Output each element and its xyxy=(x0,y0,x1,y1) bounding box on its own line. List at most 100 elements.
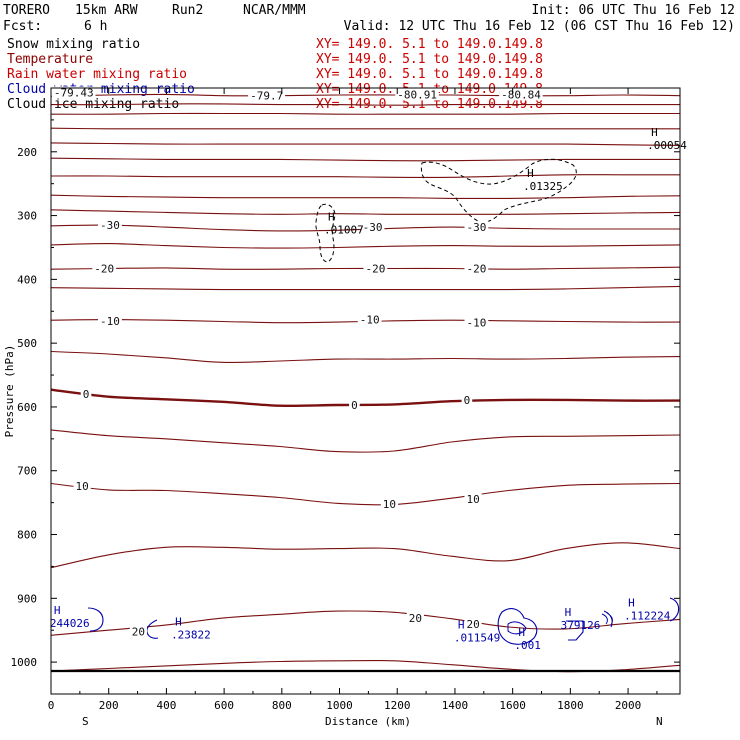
legend-field-name: Rain water mixing ratio xyxy=(7,67,187,82)
isotherm-label-bg xyxy=(464,221,489,234)
maximum-value: .23822 xyxy=(171,628,211,641)
init-time: Init: 06 UTC Thu 16 Feb 12 xyxy=(532,3,736,18)
isotherm-label: 0 xyxy=(464,394,471,407)
isotherm-label-bg xyxy=(380,497,399,510)
isotherm-label: -30 xyxy=(363,221,383,234)
south-marker: S xyxy=(82,715,89,728)
isotherm-label: -10 xyxy=(100,315,120,328)
plot-frame xyxy=(50,87,681,695)
isotherm-label-bg xyxy=(248,89,286,102)
isotherm-labels: -79.43 -79.7 -80.91 -80.84 -30 -30 -30 -20 -20 -2… xyxy=(51,86,543,638)
x-tick-label: 1600 xyxy=(499,699,526,712)
cloud-water-contour-2 xyxy=(146,619,159,639)
maximum-value: .01325 xyxy=(523,180,563,193)
isotherm-line xyxy=(50,209,681,215)
isotherm-label-bg xyxy=(464,316,489,329)
y-tick-label: 400 xyxy=(17,273,37,286)
maximum-marker: H xyxy=(651,126,658,139)
isotherm-label: -20 xyxy=(366,263,386,276)
forecast-value: 6 h xyxy=(84,19,107,34)
isotherm-label-bg xyxy=(406,612,424,625)
isotherm-label: -20 xyxy=(466,263,486,276)
isotherm-label-bg xyxy=(360,221,385,234)
model-title: TORERO xyxy=(3,3,50,18)
maximum-marker: H xyxy=(328,210,335,223)
isotherm-label: -10 xyxy=(360,314,380,327)
isotherm-label-bg xyxy=(92,262,117,275)
isotherm-label-bg xyxy=(464,262,489,275)
isotherm-line xyxy=(50,112,680,115)
isotherm-label: -80.91 xyxy=(397,88,437,101)
cloud-water-contour-7 xyxy=(669,597,680,622)
y-tick-label: 600 xyxy=(17,401,37,414)
isotherm-label: 20 xyxy=(466,618,479,631)
isotherm-label: -79.7 xyxy=(250,90,283,103)
isotherm-line xyxy=(50,388,681,408)
forecast-label: Fcst: xyxy=(3,19,42,34)
y-tick-label: 500 xyxy=(17,337,37,350)
isotherm-label-bg xyxy=(73,480,91,493)
x-axis: 0 200 400 600 800 1000 1200 1400 1600 1800 2000 xyxy=(48,88,658,712)
isotherm-label-bg xyxy=(98,314,122,327)
maximum-value: 244026 xyxy=(50,617,90,630)
isotherm-label: -80.84 xyxy=(501,88,541,101)
isotherm-label-bg xyxy=(129,625,147,638)
maximum-value: .011549 xyxy=(454,632,500,645)
isotherm-label: -10 xyxy=(466,317,486,330)
maximum-marker: H xyxy=(628,596,635,609)
y-tick-label: 1000 xyxy=(11,656,38,669)
maximum-value: .00054 xyxy=(647,139,687,152)
isotherm-label-bg xyxy=(363,262,388,275)
maximum-marker: H xyxy=(565,606,572,619)
x-tick-label: 400 xyxy=(156,699,176,712)
isotherm-label: 0 xyxy=(83,388,90,401)
isotherm-line xyxy=(50,93,681,97)
org-label: NCAR/MMM xyxy=(243,3,306,18)
x-tick-label: 200 xyxy=(99,699,119,712)
legend-field-xy: XY= 149.0. 5.1 to 149.0.149.8 xyxy=(316,67,543,82)
cloud-ice-contour-central xyxy=(315,203,336,263)
isotherm-line xyxy=(50,142,681,146)
maximum-value: .112224 xyxy=(624,609,671,622)
temperature-isotherms xyxy=(50,93,681,673)
x-tick-label: 800 xyxy=(272,699,292,712)
cloud-water-contour-5 xyxy=(566,620,584,641)
cloud-water-contour-1 xyxy=(87,607,104,632)
isotherm-line xyxy=(50,194,681,200)
isotherm-label-bg xyxy=(357,313,382,326)
isotherm-label-bg xyxy=(98,219,122,232)
legend-field-name: Snow mixing ratio xyxy=(7,37,140,52)
maximum-marker: H xyxy=(458,619,465,632)
isotherm-line xyxy=(50,429,681,453)
isotherm-line xyxy=(50,610,681,636)
x-tick-label: 2000 xyxy=(615,699,642,712)
plot-area: -79.43 -79.7 -80.91 -80.84 -30 -30 -30 -20 -20 -2… xyxy=(50,86,687,695)
isotherm-label: 0 xyxy=(351,399,358,412)
valid-time: Valid: 12 UTC Thu 16 Feb 12 (06 CST Thu … xyxy=(344,19,735,34)
isotherm-label-bg xyxy=(499,88,543,101)
isotherm-label: 10 xyxy=(383,498,396,511)
maximum-marker: H xyxy=(527,167,534,180)
isotherm-line xyxy=(50,127,680,130)
isotherm-label-bg xyxy=(461,393,473,406)
north-marker: N xyxy=(656,715,663,728)
cloud-water-contour-6 xyxy=(601,610,613,628)
y-axis-label: Pressure (hPa) xyxy=(3,345,16,438)
isotherm-label: -30 xyxy=(466,221,486,234)
isotherm-label-bg xyxy=(464,492,482,505)
cloud-water-contour-3 xyxy=(497,608,538,645)
isotherm-line xyxy=(50,174,680,178)
cloud-water-contour-4 xyxy=(507,621,527,635)
isotherm-line xyxy=(50,103,680,106)
isotherm-line xyxy=(50,350,681,363)
isotherm-label-bg xyxy=(395,88,439,101)
isotherm-label: 10 xyxy=(76,480,89,493)
isotherm-line xyxy=(50,482,681,506)
x-tick-label: 1200 xyxy=(384,699,411,712)
legend-field-xy: XY= 149.0. 5.1 to 149.0.149.8 xyxy=(316,37,543,52)
isotherm-label-bg xyxy=(349,399,360,412)
x-axis-label: Distance (km) xyxy=(325,715,411,728)
cloud-ice-contour-east xyxy=(420,158,577,223)
